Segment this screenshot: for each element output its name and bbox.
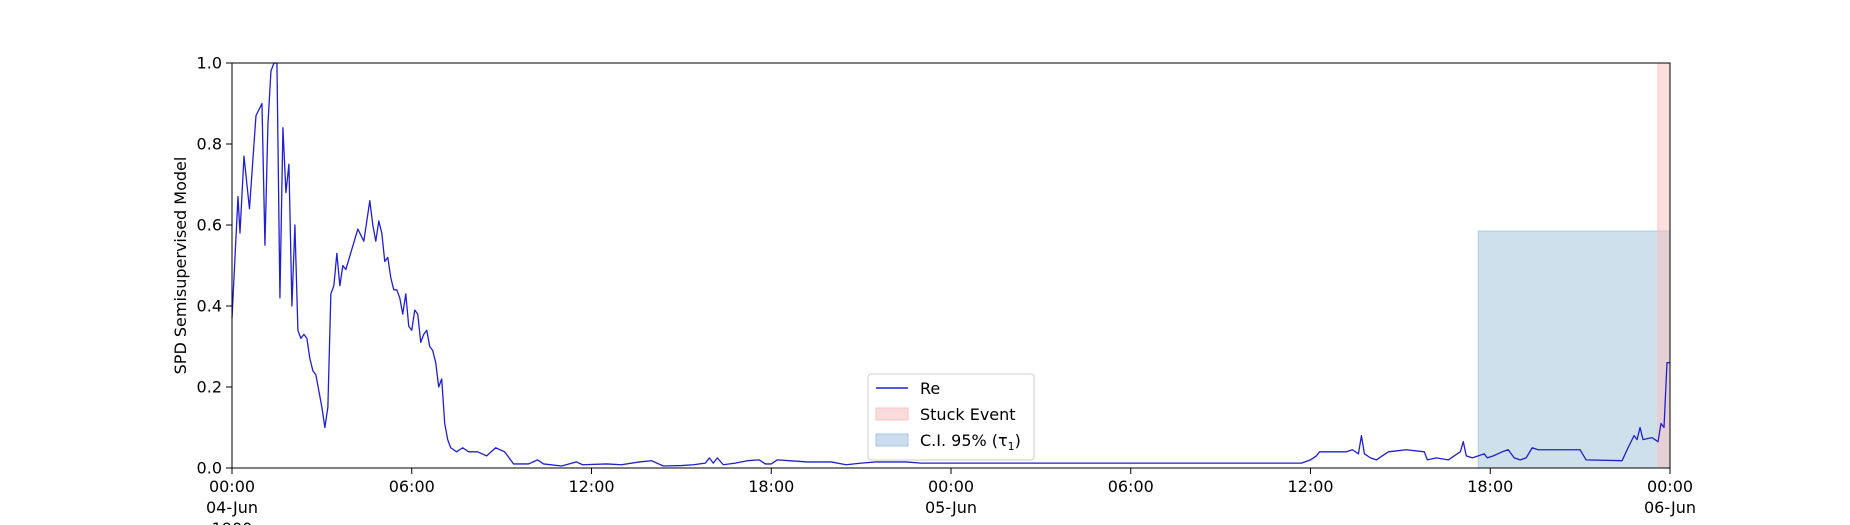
series-line-re [231, 62, 1670, 467]
x-tick-label: 04-Jun [206, 498, 258, 517]
y-tick-label: 0.6 [197, 216, 222, 235]
legend-swatch-patch [875, 433, 909, 447]
legend-label: C.I. 95% (τ1) [920, 431, 1021, 453]
series-layer [231, 62, 1670, 467]
x-tick-label: 00:00 [928, 477, 974, 496]
x-tick-label: 00:00 [209, 477, 255, 496]
legend-label: Re [920, 379, 940, 398]
x-tick-label: 06:00 [1108, 477, 1154, 496]
legend: Re Stuck Event C.I. 95% (τ1) [867, 373, 1035, 461]
x-tick-label: 18:00 [748, 477, 794, 496]
y-tick-label: 0.8 [197, 135, 222, 154]
legend-label-suffix: ) [1015, 431, 1021, 450]
legend-label: Stuck Event [920, 405, 1016, 424]
y-axis-label: SPD Semisupervised Model [171, 157, 190, 375]
x-tick-label: 1900 [212, 519, 253, 525]
stuck-event-span [1657, 62, 1671, 469]
x-tick-label: 05-Jun [925, 498, 977, 517]
x-tick-label: 06:00 [389, 477, 435, 496]
span-layer [1477, 62, 1671, 469]
legend-swatch-patch [875, 407, 909, 421]
y-axis-ticks: 0.0 0.2 0.4 0.6 0.8 1.0 [197, 54, 232, 478]
y-tick-label: 0.0 [197, 459, 222, 478]
x-tick-label: 12:00 [568, 477, 614, 496]
y-tick-label: 1.0 [197, 54, 222, 73]
y-tick-label: 0.4 [197, 297, 222, 316]
legend-label-subscript: 1 [1008, 440, 1015, 453]
x-tick-label: 06-Jun [1644, 498, 1696, 517]
x-axis-ticks: 00:00 04-Jun 1900 06:00 12:00 18:00 00:00 05-Ju… [206, 468, 1696, 525]
legend-box [867, 373, 1035, 461]
x-tick-label: 00:00 [1647, 477, 1693, 496]
x-tick-label: 18:00 [1467, 477, 1513, 496]
confidence-interval-span [1477, 230, 1671, 469]
x-tick-label: 12:00 [1287, 477, 1333, 496]
y-tick-label: 0.2 [197, 378, 222, 397]
